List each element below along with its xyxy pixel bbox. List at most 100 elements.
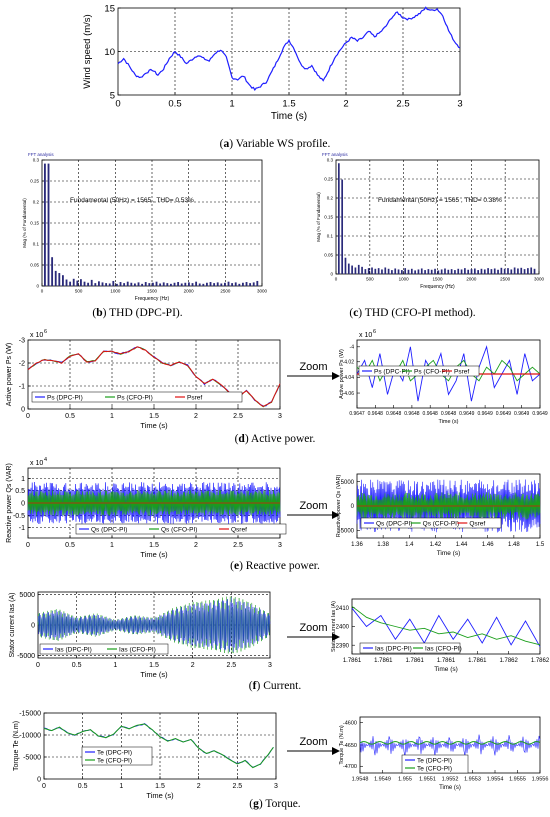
- zoom-arrow: Zoom: [287, 622, 340, 641]
- thd_dpc-bar: [184, 282, 187, 286]
- torque-zoom-dpc-line: [359, 734, 541, 757]
- thd_dpc-bar: [72, 278, 75, 286]
- active_power-exponent-power: 6: [44, 329, 47, 335]
- wind-xtick-label: 0: [115, 99, 120, 110]
- thd_dpc-ytick-label: 0.1: [33, 242, 40, 247]
- thd_dpc-bar: [44, 163, 46, 286]
- reactive_power-ytick-label: -0.5: [13, 513, 25, 520]
- stator_current_zoom-legend-item: Ias (DPC-PI): [375, 646, 412, 653]
- thd_dpc-bar: [58, 273, 61, 286]
- thd_cfo-chart: 0 500 1000 1500 2000 2500 3000 0 0.05 0.1 0.15 0.2 0…: [316, 152, 545, 290]
- torque_zoom-ytick-label: -4700: [343, 764, 357, 770]
- thd_cfo-bar: [490, 269, 493, 274]
- wind-xtick-label: 1: [229, 99, 234, 110]
- thd_cfo-bar: [397, 269, 400, 274]
- stator-current-cfo-line: [37, 596, 271, 654]
- thd_cfo-bar: [473, 268, 476, 274]
- reactive-power-dpc-line: [27, 481, 281, 525]
- active_power_zoom-xtick-label: 0.9648: [441, 411, 457, 417]
- torque-zoom-cfo-line: [359, 741, 541, 745]
- thd_dpc-bar: [69, 281, 72, 286]
- thd_dpc-bar: [191, 283, 194, 286]
- thd_dpc-bar: [231, 283, 234, 286]
- active_power_zoom-ylabel: Active power Ps (W): [339, 349, 345, 399]
- thd_cfo-bar: [347, 263, 350, 274]
- reactive_power_zoom-xtick-label: 1.48: [508, 542, 520, 548]
- torque-xlabel: Time (s): [146, 791, 174, 800]
- torque_zoom-xtick-label: 1.9553: [464, 777, 481, 783]
- thd_cfo-xlabel: Frequency (Hz): [420, 284, 455, 290]
- thd_cfo-bar: [387, 268, 390, 274]
- active_power-ylabel: Active power Ps (W): [6, 343, 13, 406]
- reactive_power-xtick-label: 3: [278, 542, 282, 549]
- reactive_power-chart: 0 0.5 1 1.5 2 2.5 3 1 0.5 0 -0.5 -1 Time (s) Reactive…: [6, 457, 287, 559]
- stator_current-xtick-label: 0: [36, 662, 40, 669]
- thd_cfo-bar: [351, 265, 353, 274]
- thd_cfo-bar: [367, 268, 370, 274]
- thd_dpc-ytick-label: 0.25: [30, 179, 39, 184]
- active_power-ytick-label: -2: [19, 360, 25, 367]
- reactive-power-zoom-cfo-line: [356, 492, 541, 520]
- wind-ytick-label: 5: [110, 90, 115, 101]
- stator-current-zoom-cfo-line: [351, 605, 541, 646]
- thd_dpc-bar: [202, 283, 205, 286]
- thd_cfo-bar: [457, 268, 460, 274]
- thd_dpc-bar: [166, 283, 169, 286]
- stator_current_zoom-xtick-label: 1.7862: [499, 658, 518, 664]
- active_power_zoom-xtick-label: 0.9649: [477, 411, 493, 417]
- reactive_power-exponent: x 10: [30, 460, 43, 467]
- reactive_power-legend-item: Qs (DPC-PI): [91, 527, 127, 534]
- stator_current_zoom-ytick-label: 2410: [336, 606, 350, 612]
- thd_dpc-bar: [177, 282, 180, 286]
- thd_dpc-bar: [180, 283, 183, 286]
- thd_dpc-bar: [162, 282, 165, 286]
- zoom-arrow-head: [332, 633, 340, 641]
- reactive_power-exponent-power: 4: [44, 457, 47, 463]
- thd_dpc-bar: [173, 282, 176, 286]
- thd_cfo-bar: [533, 268, 536, 274]
- active_power_zoom-exponent-power: 6: [373, 329, 376, 335]
- reactive_power-xtick-label: 2: [194, 542, 198, 549]
- thd_dpc-bar: [198, 283, 201, 286]
- reactive_power_zoom-xtick-label: 1.46: [482, 542, 494, 548]
- thd_cfo-bar: [407, 269, 410, 274]
- active_power_zoom-legend-box: [358, 365, 480, 377]
- thd_cfo-bar: [510, 269, 513, 274]
- stator_current_zoom-legend-item: Ias (CFO-PI): [425, 646, 462, 653]
- wind-xtick-label: 1.5: [282, 99, 295, 110]
- active_power_zoom-xtick-label: 0.9649: [459, 411, 475, 417]
- thd_cfo-bar: [371, 267, 373, 274]
- thd_cfo-bar: [361, 266, 363, 274]
- torque_zoom-ytick-label: -4650: [343, 743, 357, 749]
- torque-ytick-label: -5000: [23, 754, 41, 761]
- torque_zoom-legend-item: Te (CFO-PI): [417, 766, 452, 773]
- active_power-legend-item: Ps (CFO-PI): [117, 395, 153, 402]
- torque-legend-item: Te (DPC-PI): [97, 750, 132, 757]
- torque-legend: Te (DPC-PI)Te (CFO-PI): [81, 746, 153, 766]
- stator_current_zoom-legend-box: [359, 642, 461, 654]
- thd_cfo-bar: [410, 268, 413, 274]
- thd_dpc-xtick-label: 1500: [147, 289, 158, 294]
- torque_zoom-xtick-label: 1.9548: [352, 777, 369, 783]
- caption-a: (a) Variable WS profile.: [219, 138, 331, 150]
- caption-f: (f) Current.: [248, 680, 302, 692]
- reactive_power-xlabel: Time (s): [140, 550, 168, 559]
- thd_cfo-ytick-label: 0: [330, 272, 333, 277]
- torque_zoom-ylabel: Torque Te (N.m): [339, 725, 345, 764]
- stator_current_zoom-xtick-label: 1.7861: [468, 658, 487, 664]
- zoom-arrow: Zoom: [287, 500, 340, 519]
- thd_cfo-bar: [357, 264, 360, 274]
- thd_cfo-bar: [344, 257, 347, 274]
- reactive_power-xtick-label: 0.5: [65, 542, 75, 549]
- thd_dpc-bar: [119, 282, 122, 286]
- active_power_zoom-xtick-label: 0.9648: [386, 411, 402, 417]
- thd_dpc-ytick-label: 0.3: [33, 158, 40, 163]
- caption-c: (c) THD (CFO-PI method).: [349, 307, 476, 319]
- thd_cfo-ytick-label: 0.15: [324, 215, 333, 220]
- thd_cfo-bar: [434, 268, 436, 274]
- wind-ytick-label: 10: [104, 47, 115, 58]
- zoom-label: Zoom: [299, 736, 327, 748]
- thd_dpc-bar: [144, 282, 147, 286]
- thd_dpc-xtick-label: 3000: [257, 289, 268, 294]
- reactive_power_zoom-xtick-label: 1.42: [430, 542, 442, 548]
